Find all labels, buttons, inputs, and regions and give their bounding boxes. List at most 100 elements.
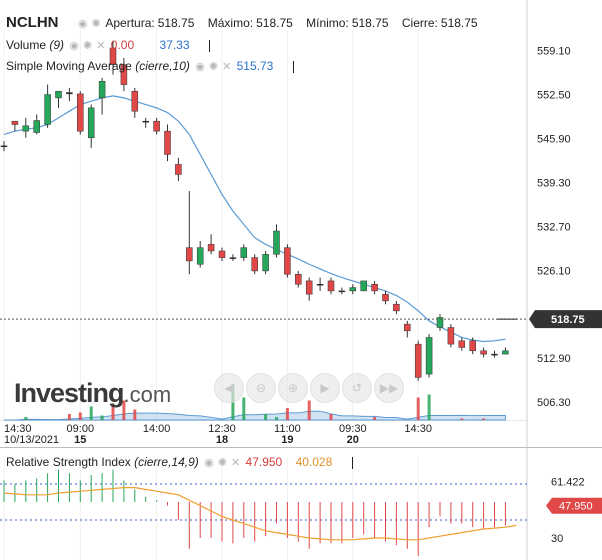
candle-body [458,340,466,348]
candle-body [382,293,389,302]
candle-body [44,94,51,125]
candle-body [469,340,476,352]
volume-bar [307,400,311,420]
candle-body [295,273,302,285]
candle-body [98,80,106,99]
eye-icon[interactable]: ◉ [204,457,214,469]
candle-body [33,120,40,133]
candle-body [371,283,378,292]
time-tick-label: 14:00 [143,423,171,435]
rsi-value-tag [546,497,602,514]
current-price-value: 518.75 [551,314,585,326]
volume-bar [460,418,464,420]
candle-body [327,280,335,292]
date-tick-label: 19 [281,434,293,446]
volume-bar [133,409,137,420]
candle-body [425,337,433,375]
logo-main: Investing [14,378,125,408]
candle-body [22,125,30,132]
volume-bar [78,412,82,420]
gear-icon[interactable]: ✺ [217,457,227,469]
reset-icon[interactable]: ↺ [342,373,372,403]
candle-body [87,107,95,139]
price-tick-label: 539.30 [537,177,571,189]
legend-separator [208,39,210,52]
candle-body [207,244,215,252]
rsi-param: (cierre,14,9) [134,455,199,469]
time-tick-label: 09:30 [339,423,367,435]
date-tick-label: 15 [74,434,86,446]
gear-icon[interactable]: ✺ [91,18,101,30]
volume-bar [242,397,246,420]
investing-logo: Investing.com [14,378,171,409]
sma-line [3,95,506,343]
volume-value-1: 0.00 [110,38,135,52]
date-tick-label: 20 [347,434,359,446]
eye-icon[interactable]: ◉ [195,61,205,73]
candle-body [66,92,73,95]
sma-value: 515.73 [236,59,274,73]
candle-body [240,247,248,258]
volume-bar [427,394,431,420]
volume-param: (9) [49,38,65,52]
candle-body [404,323,411,332]
volume-legend: Volume (9) ◉ ✺ ✕ 0.00 37.33 [6,38,210,52]
sma-label: Simple Moving Average [6,59,132,73]
price-tick-label: 506.30 [537,397,571,409]
time-tick-label: 14:30 [4,423,32,435]
candle-body [262,254,269,272]
zoom-in-icon[interactable]: ⊕ [278,373,308,403]
volume-bar [67,414,71,420]
candle-body [338,290,346,293]
logo-suffix: .com [123,382,172,407]
open-value: 518.75 [157,16,195,30]
candle-body [120,64,128,85]
gear-icon[interactable]: ✺ [83,40,93,52]
low-label: Mínimo: [306,16,349,30]
open-label: Apertura: [105,16,155,30]
time-tick-label: 11:00 [274,423,301,435]
rsi-label: Relative Strength Index [6,455,131,469]
pan-right-icon[interactable]: ▶ [310,373,340,403]
price-tick-label: 559.10 [537,46,571,58]
rsi-signal-line [3,487,517,541]
volume-bar [100,415,104,420]
candle-body [284,247,291,275]
candle-body [55,90,62,99]
scroll-right-icon[interactable]: ▶▶ [374,373,404,403]
close-value: 518.75 [440,16,478,30]
eye-icon[interactable]: ◉ [77,18,88,30]
gear-icon[interactable]: ✺ [208,61,219,73]
zoom-out-icon[interactable]: ⊖ [246,373,276,403]
volume-bar [482,418,486,420]
volume-bar [329,414,333,420]
volume-bar [122,400,126,420]
pan-left-icon[interactable]: ◀ [214,373,244,403]
volume-bar [373,417,377,420]
legend-separator [351,456,353,469]
eye-icon[interactable]: ◉ [69,40,79,52]
volume-bar [275,417,278,420]
current-price-tag [529,310,602,329]
sma-legend: Simple Moving Average (cierre,10) ◉ ✺ ✕ 51… [6,59,294,73]
candle-body [393,303,400,312]
volume-bar [111,403,115,420]
close-icon[interactable]: ✕ [96,40,106,52]
volume-label: Volume [6,38,47,52]
rsi-tick-label: 30 [551,533,563,545]
close-icon[interactable]: ✕ [222,61,232,73]
volume-bar [285,408,289,420]
price-tick-label: 526.10 [537,265,571,277]
candle-body [447,327,455,345]
volume-bar [89,406,93,420]
price-tick-label: 532.70 [537,221,571,233]
date-tick-label: 18 [216,434,228,446]
candle-body [196,247,204,265]
close-icon[interactable]: ✕ [230,457,241,469]
high-value: 518.75 [256,16,293,30]
candle-body [349,287,357,292]
close-label: Cierre: [401,16,438,30]
candle-body [491,353,498,356]
candle-body [480,350,487,355]
volume-bar [416,397,420,420]
